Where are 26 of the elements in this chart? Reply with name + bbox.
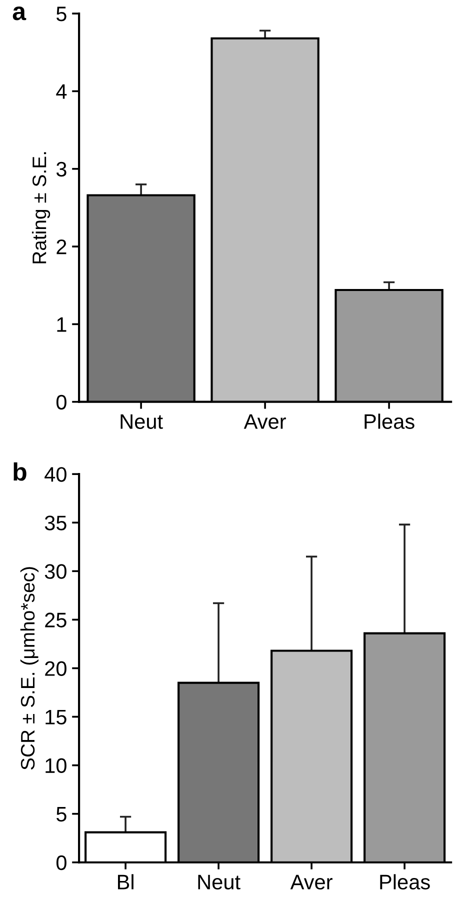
y-tick-label: 5 xyxy=(56,807,66,822)
y-tick-label: 30 xyxy=(44,564,66,579)
chart-title: b xyxy=(14,462,26,481)
y-axis-title: Rating ± S.E. xyxy=(32,152,50,264)
y-tick-label: 20 xyxy=(45,661,66,676)
y-axis-title: SCR ± S.E. (μmho*sec) xyxy=(20,567,39,770)
chart-title: a xyxy=(12,6,26,20)
y-tick-label: 40 xyxy=(44,467,66,482)
y-tick-label: 2 xyxy=(56,240,66,254)
y-tick-label: 35 xyxy=(44,516,66,530)
x-tick-label: Pleas xyxy=(364,414,414,429)
x-tick-label: Aver xyxy=(290,874,332,890)
y-tick-label: 5 xyxy=(56,6,66,22)
y-tick-label: 0 xyxy=(56,394,66,410)
x-tick-label: Bl xyxy=(118,874,134,890)
x-tick-label: Pleas xyxy=(380,874,430,890)
x-tick-label: Neut xyxy=(120,414,163,429)
x-tick-label: Aver xyxy=(244,414,286,429)
y-tick-label: 15 xyxy=(46,710,66,725)
y-tick-label: 10 xyxy=(46,758,66,774)
x-tick-label: Neut xyxy=(198,874,240,890)
y-tick-label: 4 xyxy=(56,84,67,99)
y-tick-label: 3 xyxy=(56,162,66,177)
y-tick-label: 1 xyxy=(57,317,66,332)
y-tick-label: 25 xyxy=(45,612,66,628)
y-tick-label: 0 xyxy=(56,855,66,870)
